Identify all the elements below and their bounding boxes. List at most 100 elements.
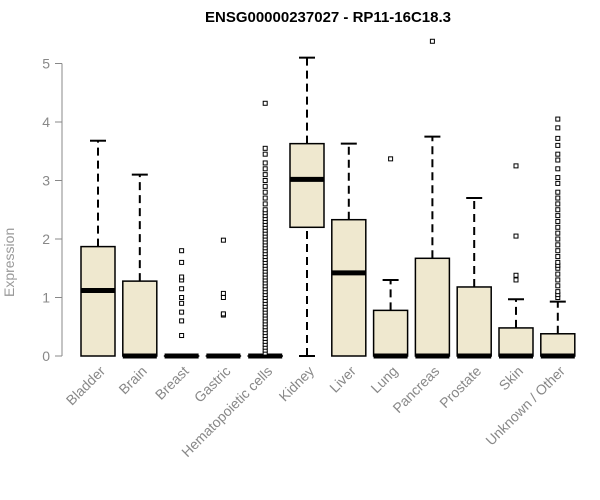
outlier-point <box>262 207 268 213</box>
box-liver <box>331 142 367 357</box>
outlier-point <box>388 156 394 162</box>
box-iqr <box>456 286 492 357</box>
outlier-point <box>555 157 561 163</box>
outlier-point <box>179 300 185 306</box>
outlier-point <box>513 277 519 283</box>
box-iqr <box>289 142 325 229</box>
box-pancreas <box>414 38 451 359</box>
outlier-point <box>555 166 561 172</box>
outlier-point <box>179 333 185 339</box>
y-tick-label: 5 <box>42 56 50 72</box>
box-unknown-other <box>540 116 576 359</box>
outlier-point <box>555 230 561 236</box>
outlier-point <box>262 178 268 183</box>
outlier-point <box>555 175 561 181</box>
outlier-point <box>262 160 268 166</box>
chart-title: ENSG00000237027 - RP11-16C18.3 <box>205 9 451 26</box>
outlier-point <box>555 218 561 224</box>
outlier-point <box>513 233 519 239</box>
outlier-point <box>555 224 561 230</box>
x-tick-label: Brain <box>115 363 149 397</box>
outlier-point <box>262 151 268 157</box>
y-tick-label: 4 <box>42 114 50 130</box>
outlier-point <box>262 166 268 172</box>
x-tick-label: Prostate <box>436 363 484 411</box>
outlier-point <box>262 100 268 106</box>
box-iqr <box>372 309 409 357</box>
outlier-point <box>179 286 185 292</box>
outlier-point <box>555 195 561 201</box>
outlier-point <box>555 116 561 122</box>
box-iqr <box>414 257 451 357</box>
outlier-point <box>179 318 185 324</box>
x-tick-label: Bladder <box>63 363 109 409</box>
x-tick-label: Liver <box>326 363 359 396</box>
outlier-point <box>262 183 268 189</box>
outlier-point <box>555 271 561 277</box>
outlier-point <box>555 142 561 148</box>
outlier-point <box>555 180 561 186</box>
outlier-point <box>555 201 561 207</box>
x-tick-label: Lung <box>367 363 400 396</box>
box-prostate <box>456 197 492 359</box>
outlier-point <box>220 290 226 296</box>
box-lung <box>372 156 409 359</box>
outlier-point <box>513 163 519 169</box>
outlier-point <box>555 189 561 195</box>
y-tick-label: 1 <box>42 290 50 306</box>
outlier-point <box>262 195 268 201</box>
outlier-point <box>429 38 435 44</box>
x-tick-label: Skin <box>496 363 527 394</box>
outlier-point <box>555 135 561 141</box>
outlier-point <box>555 254 561 260</box>
outlier-point <box>555 289 561 295</box>
outlier-point <box>555 283 561 289</box>
outlier-point <box>262 201 268 207</box>
outlier-point <box>555 213 561 219</box>
outlier-point <box>262 189 268 195</box>
outlier-point <box>262 145 268 151</box>
outlier-point <box>179 309 185 315</box>
y-tick-label: 3 <box>42 173 50 189</box>
y-axis-label: Expression <box>1 228 17 297</box>
box-brain <box>122 173 158 359</box>
outlier-point <box>555 242 561 248</box>
outlier-point <box>262 172 268 178</box>
box-iqr <box>540 333 576 357</box>
box-breast <box>163 248 200 359</box>
box-hematopoietic-cells <box>247 100 283 359</box>
outlier-point <box>555 259 561 265</box>
outlier-point <box>555 277 561 283</box>
outlier-point <box>555 207 561 213</box>
boxes-group <box>80 38 576 359</box>
outlier-point <box>179 295 185 300</box>
outlier-point <box>555 236 561 242</box>
box-iqr <box>80 245 116 357</box>
x-tick-label: Breast <box>152 363 192 403</box>
outlier-point <box>220 311 226 317</box>
box-bladder <box>80 139 116 357</box>
outlier-point <box>555 125 561 131</box>
box-skin <box>498 163 534 359</box>
outlier-point <box>513 272 519 278</box>
outlier-point <box>555 151 561 157</box>
outlier-point <box>179 259 185 265</box>
outlier-point <box>220 237 226 243</box>
y-tick-label: 2 <box>42 231 50 247</box>
outlier-point <box>220 295 226 300</box>
box-gastric <box>205 237 242 359</box>
box-kidney <box>289 56 325 357</box>
outlier-point <box>555 248 561 254</box>
x-tick-label: Unknown / Other <box>482 363 568 449</box>
box-iqr <box>122 280 158 357</box>
x-tick-label: Kidney <box>276 363 318 405</box>
y-tick-label: 0 <box>42 348 50 364</box>
box-iqr <box>498 327 534 357</box>
outlier-point <box>179 274 185 280</box>
box-iqr <box>331 218 367 357</box>
outlier-point <box>179 248 185 254</box>
y-axis: 0 1 2 3 4 5 <box>42 56 63 364</box>
